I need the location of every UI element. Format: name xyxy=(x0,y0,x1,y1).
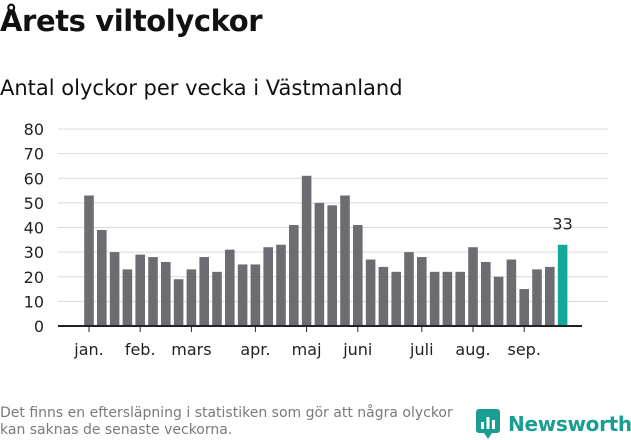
data-labels: 33 xyxy=(552,215,572,234)
x-tick-label: maj xyxy=(292,340,322,359)
bar xyxy=(442,271,453,326)
bar xyxy=(122,269,133,326)
bar xyxy=(212,271,222,326)
bar xyxy=(327,205,337,326)
bar xyxy=(404,252,414,326)
y-tick-label: 0 xyxy=(34,317,44,336)
chart-title: Årets viltolyckor xyxy=(0,4,263,38)
x-tick-label: feb. xyxy=(125,340,156,359)
bars xyxy=(84,175,568,326)
bar xyxy=(250,264,261,326)
data-label: 33 xyxy=(552,215,572,234)
x-axis-ticks: jan. feb. mars apr. maj juni juli aug. sep. xyxy=(58,325,582,359)
bar xyxy=(173,279,184,326)
bar xyxy=(237,264,248,326)
brand-name: Newsworthy xyxy=(508,412,631,436)
bar xyxy=(340,195,350,326)
bar xyxy=(532,269,542,326)
bar xyxy=(109,252,120,326)
y-tick-label: 20 xyxy=(24,268,44,287)
brand-logo[interactable]: Newsworthy xyxy=(476,408,631,440)
bar xyxy=(391,271,401,326)
y-tick-label: 10 xyxy=(24,292,44,311)
bar xyxy=(276,244,286,326)
x-tick-label: aug. xyxy=(455,340,490,359)
bar-chart: 0 10 20 30 40 50 60 70 80 jan. feb. mars apr. maj jun… xyxy=(24,120,608,359)
y-tick-label: 60 xyxy=(24,169,44,188)
x-tick-label: sep. xyxy=(507,340,540,359)
bar xyxy=(263,247,273,326)
newsworthy-logo-icon xyxy=(476,409,500,439)
y-axis-ticks: 0 10 20 30 40 50 60 70 80 xyxy=(24,120,44,336)
chart-subtitle: Antal olyckor per vecka i Västmanland xyxy=(0,76,403,100)
bar xyxy=(289,225,299,326)
bar xyxy=(417,257,427,326)
bar-highlighted xyxy=(557,244,568,326)
y-tick-label: 70 xyxy=(24,145,44,164)
bar xyxy=(199,257,209,326)
bar xyxy=(84,195,94,326)
y-tick-label: 40 xyxy=(24,219,44,238)
y-tick-label: 80 xyxy=(24,120,44,139)
x-tick-label: jan. xyxy=(73,340,103,359)
bar xyxy=(148,257,158,326)
x-tick-label: juli xyxy=(409,340,433,359)
bar xyxy=(301,175,312,326)
bar xyxy=(481,261,491,326)
bar xyxy=(519,289,529,326)
y-tick-label: 50 xyxy=(24,194,44,213)
bar xyxy=(545,266,555,326)
bar xyxy=(468,247,478,326)
x-tick-label: juni xyxy=(342,340,372,359)
y-tick-label: 30 xyxy=(24,243,44,262)
bar xyxy=(161,261,171,326)
bar xyxy=(378,266,389,326)
bar xyxy=(97,229,107,326)
bar xyxy=(353,225,363,326)
bar xyxy=(506,259,517,326)
bar xyxy=(314,202,325,326)
x-tick-label: apr. xyxy=(240,340,270,359)
bar xyxy=(186,269,197,326)
footnote: Det finns en eftersläpning i statistiken… xyxy=(0,405,453,438)
bar xyxy=(455,271,465,326)
bar xyxy=(135,254,145,326)
x-tick-label: mars xyxy=(171,340,211,359)
bar xyxy=(365,259,376,326)
bar xyxy=(493,276,504,326)
bar xyxy=(225,249,235,326)
bar xyxy=(429,271,440,326)
